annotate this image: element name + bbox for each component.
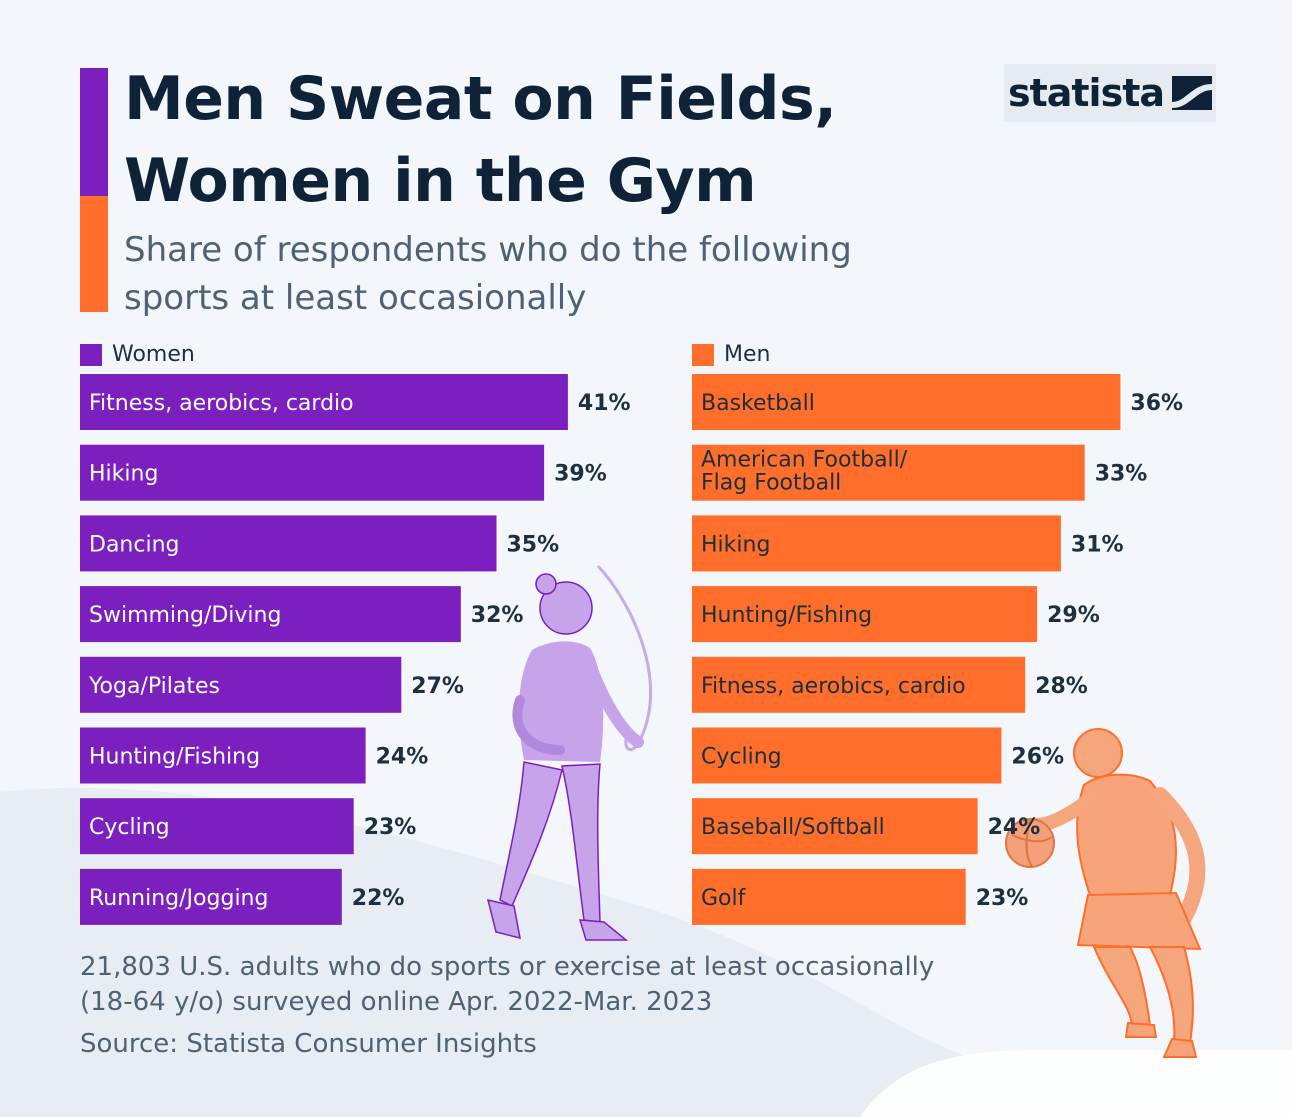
legend-swatch-men (692, 343, 714, 366)
bar-women-2 (80, 515, 497, 572)
woman-jumping-rope-illustration (486, 564, 653, 941)
value-label: 22% (352, 886, 405, 911)
title-accent-purple (80, 68, 108, 196)
value-label: 31% (1071, 532, 1124, 557)
value-label: 32% (471, 603, 524, 628)
value-label: 27% (411, 674, 464, 699)
value-label: 23% (976, 886, 1029, 911)
bar-men-2 (692, 515, 1061, 572)
category-label: Dancing (89, 532, 179, 557)
value-label: 24% (376, 745, 429, 770)
statista-wave-icon (1172, 76, 1213, 110)
legend-label-men: Men (724, 342, 771, 367)
bar-women-6 (80, 798, 354, 855)
bar-women-5 (80, 727, 366, 784)
legend-swatch-women (80, 343, 102, 366)
bar-men-0 (692, 374, 1121, 430)
legend-men: Men (692, 342, 770, 367)
bar-women-0 (80, 374, 568, 430)
category-label: Hiking (89, 462, 158, 487)
page-title: Men Sweat on Fields, Women in the Gym (124, 64, 837, 216)
legend-label-women: Women (112, 342, 195, 367)
value-label: 39% (554, 462, 607, 487)
bar-women-3 (80, 586, 461, 643)
value-label: 36% (1130, 391, 1183, 416)
category-label: Fitness, aerobics, cardio (89, 391, 354, 416)
bar-women-7 (80, 868, 342, 925)
legend-women: Women (80, 342, 195, 367)
value-label: 29% (1047, 603, 1100, 628)
bar-men-7 (692, 868, 966, 925)
women-series: Fitness, aerobics, cardio 41% Hiking 39% Dan… (80, 374, 631, 925)
title-accent-orange (80, 196, 108, 312)
survey-note: 21,803 U.S. adults who do sports or exer… (80, 952, 935, 1017)
value-label: 24% (988, 815, 1041, 840)
category-label: Hiking (701, 532, 770, 557)
bar-men-1 (692, 444, 1085, 501)
men-series: Basketball 36% American Football/Flag Foot… (692, 374, 1183, 925)
value-label: 41% (578, 391, 631, 416)
value-label: 35% (507, 532, 560, 557)
value-label: 23% (364, 815, 417, 840)
category-label: Basketball (701, 391, 815, 416)
bar-men-6 (692, 798, 978, 855)
logo-text: statista (1007, 71, 1165, 115)
category-label: Swimming/Diving (89, 603, 281, 628)
bar-women-4 (80, 656, 402, 713)
bar-women-1 (80, 444, 545, 501)
value-label: 33% (1095, 462, 1148, 487)
category-label: Hunting/Fishing (89, 745, 260, 770)
source-line: Source: Statista Consumer Insights (80, 1029, 537, 1059)
category-label: Fitness, aerobics, cardio (701, 674, 966, 699)
value-label: 28% (1035, 674, 1088, 699)
category-label: Baseball/Softball (701, 815, 885, 840)
page-subtitle: Share of respondents who do the followin… (124, 230, 852, 318)
value-label: 26% (1011, 745, 1064, 770)
basketball-player-illustration (1005, 728, 1206, 1058)
category-label: Hunting/Fishing (701, 603, 872, 628)
bar-men-4 (692, 656, 1026, 713)
category-label: Golf (701, 886, 747, 911)
category-label: American Football/Flag Football (701, 448, 908, 496)
category-label: Yoga/Pilates (88, 674, 220, 699)
category-label: Running/Jogging (89, 886, 268, 911)
category-label: Cycling (701, 745, 782, 770)
bar-men-5 (692, 727, 1002, 784)
category-label: Cycling (89, 815, 170, 840)
bar-men-3 (692, 586, 1038, 643)
statista-logo[interactable]: statista (1004, 64, 1216, 122)
